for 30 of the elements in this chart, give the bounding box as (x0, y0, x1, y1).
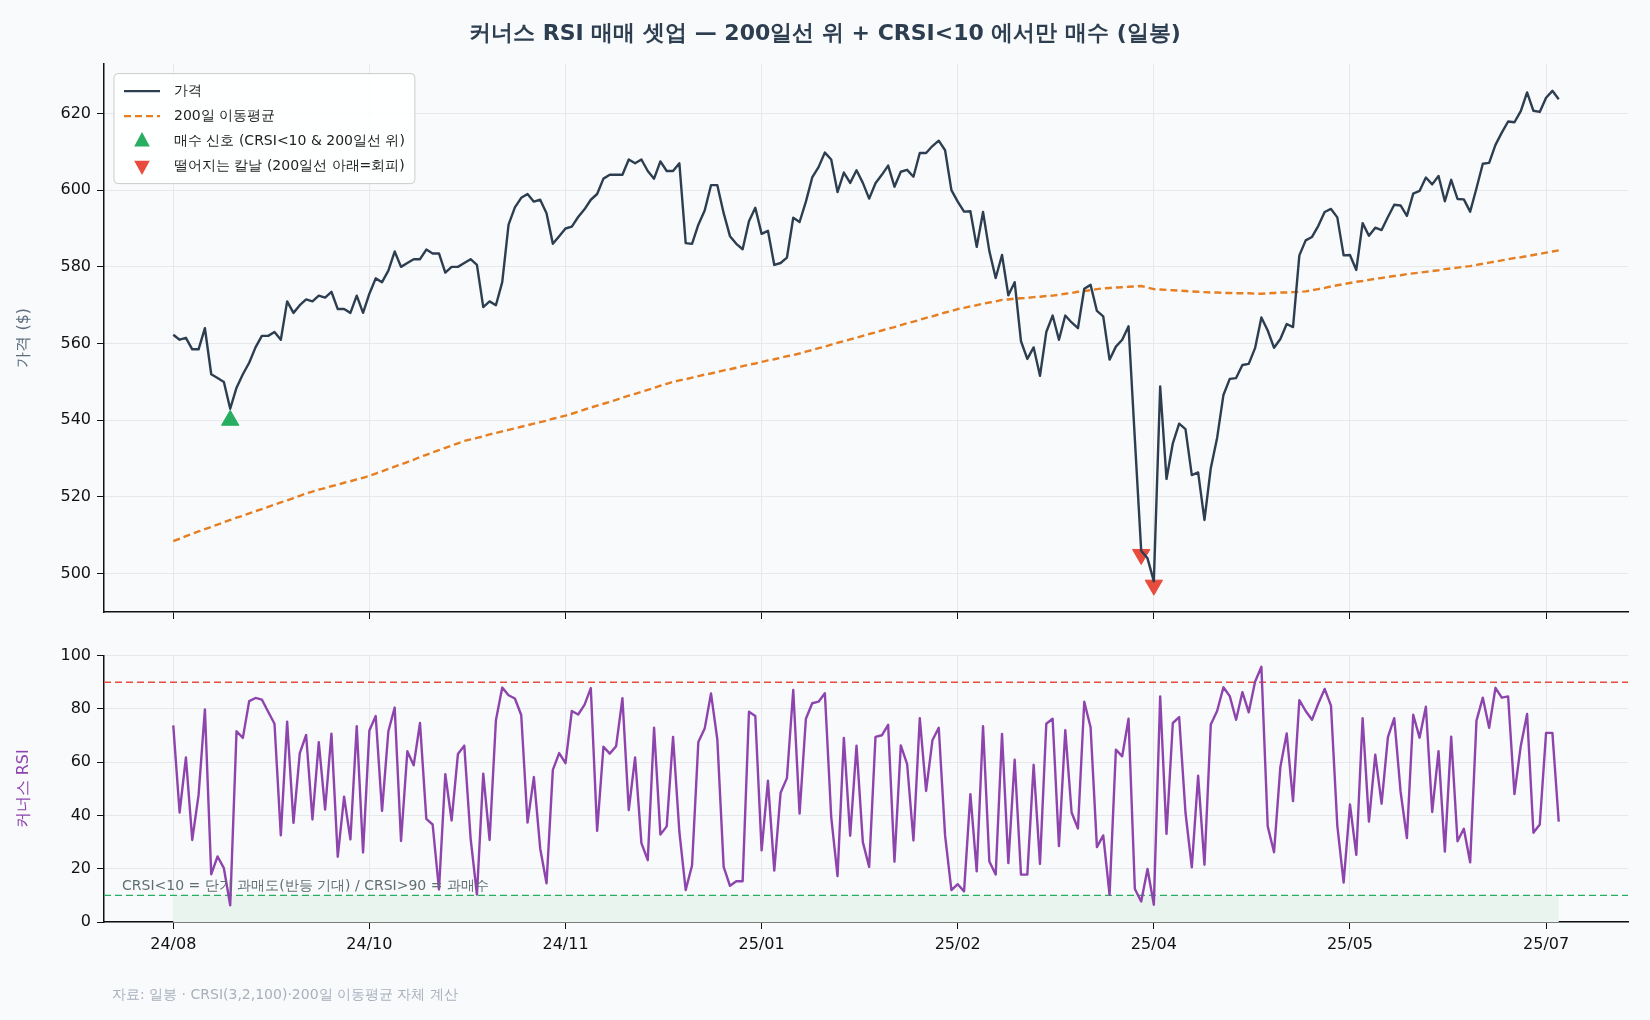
y-tick-label: 80 (70, 698, 91, 718)
x-tick-label: 24/10 (346, 933, 393, 953)
y-tick-label: 580 (60, 256, 91, 276)
text: 자료: 일봉 · CRSI(3,2,100)·200일 이동평균 자체 계산 (112, 986, 458, 1004)
x-tick-label: 25/05 (1326, 933, 1374, 953)
x-tick-label: 25/02 (934, 933, 981, 953)
x-tick-label: 25/04 (1130, 933, 1177, 953)
y-tick-label: 620 (60, 102, 91, 122)
x-tick-label: 25/01 (738, 933, 785, 953)
y-axis-title: 가격 ($) (12, 307, 32, 368)
x-tick-label: 25/07 (1523, 933, 1570, 953)
line-series (172, 249, 1560, 543)
x-tick-label: 24/08 (150, 933, 197, 953)
legend-label: 매수 신호 (CRSI<10 & 200일선 위) (174, 131, 405, 148)
y-tick-label: 60 (70, 751, 91, 771)
y-tick-label: 540 (60, 409, 91, 429)
y-tick-label: 500 (60, 562, 91, 582)
y-axis-title: 커너스 RSI (12, 749, 32, 829)
y-tick-label: 40 (70, 804, 91, 824)
y-tick-label: 0 (80, 911, 91, 931)
legend-label: 200일 이동평균 (174, 106, 276, 123)
y-tick-label: 100 (60, 644, 91, 664)
y-tick-label: 20 (70, 857, 91, 877)
y-tick-label: 560 (60, 332, 91, 352)
y-tick-label: 520 (60, 486, 91, 506)
chart-title: 커너스 RSI 매매 셋업 — 200일선 위 + CRSI<10 에서만 매수 (일봉) (468, 19, 1182, 47)
legend-label: 떨어지는 칼날 (200일선 아래=회피) (174, 156, 405, 173)
legend-label: 가격 (174, 81, 202, 98)
x-tick-label: 24/11 (542, 933, 589, 953)
y-tick-label: 600 (60, 179, 91, 199)
